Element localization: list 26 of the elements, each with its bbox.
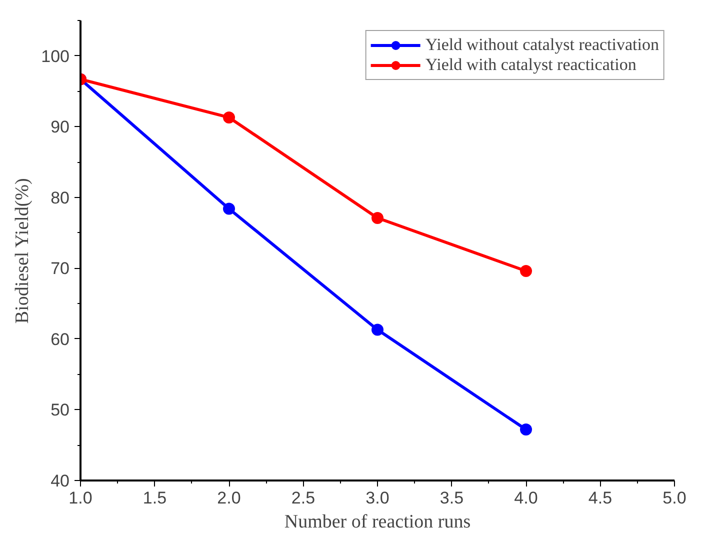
x-tick-label: 1.0 bbox=[68, 488, 92, 508]
x-tick-label: 3.0 bbox=[366, 488, 390, 508]
x-tick-label: 1.5 bbox=[142, 488, 167, 508]
x-tick-label: 2.0 bbox=[217, 488, 241, 508]
point bbox=[223, 111, 235, 124]
x-tick-label: 5.0 bbox=[662, 488, 686, 508]
legend-label: Yield with catalyst reactication bbox=[425, 55, 636, 75]
y-tick-label: 60 bbox=[50, 330, 70, 349]
point bbox=[223, 202, 235, 215]
point bbox=[372, 324, 384, 336]
x-tick-label: 4.0 bbox=[514, 488, 538, 508]
y-tick-label: 70 bbox=[50, 259, 70, 278]
x-tick-label: 4.5 bbox=[588, 488, 612, 508]
y-tick-label: 50 bbox=[50, 400, 70, 420]
y-tick-label: 40 bbox=[50, 472, 70, 490]
x-tick-label: 3.5 bbox=[440, 488, 464, 508]
point bbox=[520, 424, 532, 436]
point bbox=[372, 212, 384, 224]
x-axis-title: Number of reaction runs bbox=[284, 512, 471, 532]
y-axis-title: Biodiesel Yield(%) bbox=[12, 178, 34, 324]
y-tick-label: 80 bbox=[50, 188, 70, 208]
point bbox=[520, 265, 532, 278]
legend-label: Yield without catalyst reactivation bbox=[425, 35, 659, 55]
y-tick-label: 90 bbox=[50, 118, 70, 137]
y-tick-label: 100 bbox=[41, 46, 70, 66]
x-tick-label: 2.5 bbox=[291, 488, 316, 508]
